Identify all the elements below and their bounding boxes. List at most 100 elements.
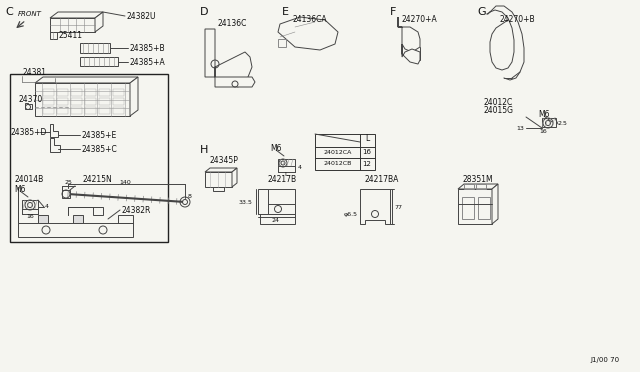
Text: 24012CA: 24012CA <box>323 150 352 154</box>
Polygon shape <box>130 77 138 116</box>
Text: 24385+D: 24385+D <box>10 128 46 137</box>
Text: 77: 77 <box>394 205 402 209</box>
Polygon shape <box>73 215 83 223</box>
Polygon shape <box>278 159 295 166</box>
Bar <box>57 98 68 105</box>
Bar <box>315 134 375 170</box>
Polygon shape <box>18 215 133 237</box>
Text: 24382R: 24382R <box>121 205 150 215</box>
Polygon shape <box>22 200 38 209</box>
Text: H: H <box>200 145 209 155</box>
Polygon shape <box>398 17 420 52</box>
Text: 24217B: 24217B <box>268 174 297 183</box>
Text: 25411: 25411 <box>58 31 82 39</box>
Polygon shape <box>215 77 255 87</box>
Text: 25: 25 <box>64 180 72 185</box>
Text: 24370: 24370 <box>18 94 42 103</box>
Polygon shape <box>260 189 295 224</box>
Bar <box>85 89 96 96</box>
Bar <box>476 184 486 189</box>
Text: 4: 4 <box>45 203 49 208</box>
Text: 4: 4 <box>298 164 302 170</box>
Text: 24385+E: 24385+E <box>81 131 116 140</box>
Polygon shape <box>68 207 103 215</box>
Polygon shape <box>35 83 130 116</box>
Polygon shape <box>278 17 338 50</box>
Bar <box>71 107 82 114</box>
Text: 24385+C: 24385+C <box>81 144 116 154</box>
Polygon shape <box>18 187 130 236</box>
Text: 16: 16 <box>539 128 547 134</box>
Text: E: E <box>282 7 289 17</box>
Text: L: L <box>284 171 288 176</box>
Text: 24014B: 24014B <box>14 174 44 183</box>
Text: 24215N: 24215N <box>82 174 112 183</box>
Text: 24136CA: 24136CA <box>293 15 328 23</box>
Polygon shape <box>50 138 60 152</box>
Text: 24012C: 24012C <box>484 97 513 106</box>
Text: 24136C: 24136C <box>218 19 248 28</box>
Text: 33.5: 33.5 <box>238 199 252 205</box>
Bar <box>43 89 54 96</box>
Text: M6: M6 <box>14 185 26 193</box>
Polygon shape <box>80 57 118 66</box>
Text: 28351M: 28351M <box>463 174 493 183</box>
Polygon shape <box>205 168 237 172</box>
Polygon shape <box>62 190 70 198</box>
Polygon shape <box>360 189 390 224</box>
Text: 24382U: 24382U <box>126 12 156 20</box>
Polygon shape <box>458 189 492 224</box>
Text: 8: 8 <box>188 193 192 199</box>
Text: 12: 12 <box>363 161 371 167</box>
Text: J1/00 70: J1/00 70 <box>591 357 620 363</box>
Polygon shape <box>50 124 58 137</box>
Text: 24381: 24381 <box>22 67 46 77</box>
Bar <box>99 107 110 114</box>
Polygon shape <box>50 18 95 32</box>
Polygon shape <box>458 184 498 189</box>
Polygon shape <box>402 44 420 64</box>
Text: 24345P: 24345P <box>210 155 239 164</box>
Bar <box>85 98 96 105</box>
Text: 24012CB: 24012CB <box>323 161 352 166</box>
Bar <box>278 39 286 47</box>
Polygon shape <box>213 187 224 191</box>
Text: G: G <box>477 7 486 17</box>
Text: 16: 16 <box>362 149 371 155</box>
Polygon shape <box>25 103 32 109</box>
Text: FRONT: FRONT <box>18 11 42 17</box>
Bar <box>57 89 68 96</box>
Text: 16: 16 <box>26 214 34 218</box>
Bar <box>113 89 124 96</box>
Bar <box>57 107 68 114</box>
Bar <box>464 184 474 189</box>
Bar <box>43 98 54 105</box>
Bar <box>478 197 490 219</box>
Text: 24270+A: 24270+A <box>402 15 438 23</box>
Polygon shape <box>50 12 103 18</box>
Bar <box>99 89 110 96</box>
Bar <box>85 107 96 114</box>
Text: 24217BA: 24217BA <box>365 174 399 183</box>
Text: 24385+A: 24385+A <box>129 58 164 67</box>
Text: C: C <box>5 7 13 17</box>
Polygon shape <box>80 43 110 53</box>
Bar <box>71 98 82 105</box>
Polygon shape <box>95 12 103 32</box>
Text: M6: M6 <box>538 109 550 119</box>
Text: D: D <box>200 7 209 17</box>
Text: 24270+B: 24270+B <box>500 15 536 23</box>
Text: 24015G: 24015G <box>484 106 514 115</box>
Polygon shape <box>205 29 252 87</box>
Polygon shape <box>205 172 232 187</box>
Text: L: L <box>365 134 369 142</box>
Bar <box>71 89 82 96</box>
Polygon shape <box>232 168 237 187</box>
Polygon shape <box>38 215 48 223</box>
Bar <box>462 197 474 219</box>
Bar <box>10 74 168 242</box>
Polygon shape <box>260 189 295 214</box>
Bar <box>113 98 124 105</box>
Bar <box>99 98 110 105</box>
Text: 140: 140 <box>119 180 131 185</box>
